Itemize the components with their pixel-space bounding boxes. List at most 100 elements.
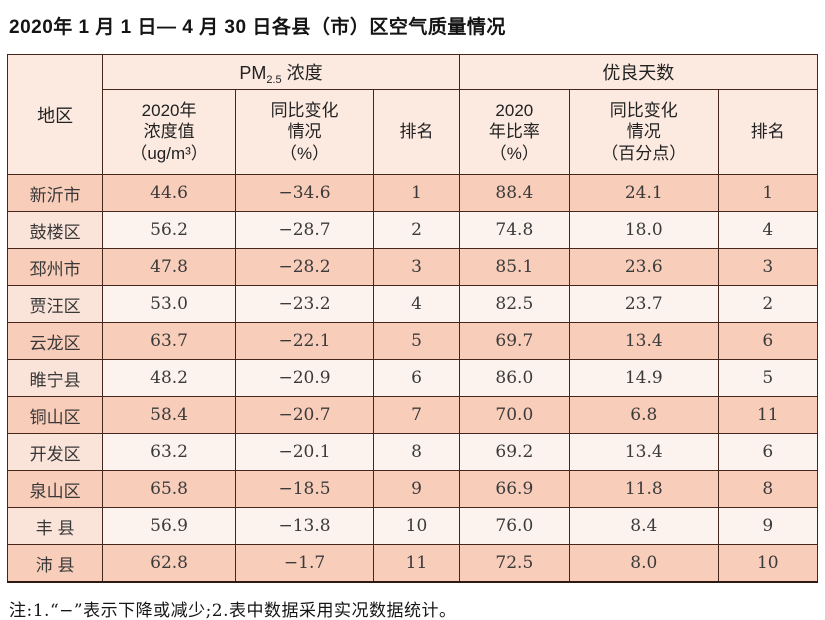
- pm-change-cell: −1.7: [234, 544, 375, 583]
- days-rank-cell: 3: [717, 248, 819, 286]
- pm-value-cell: 56.9: [102, 507, 236, 545]
- days-change-cell: 23.7: [569, 285, 719, 323]
- pm-change-header: 同比变化 情况 （%）: [234, 89, 375, 175]
- days-rank-cell: 10: [717, 544, 819, 583]
- region-cell: 鼓楼区: [6, 211, 104, 249]
- table-header: 地区 PM2.5 浓度 优良天数 2020年 浓度值 （ug/m³） 同比变化 …: [6, 54, 819, 175]
- pm-change-cell: −22.1: [234, 322, 375, 360]
- days-rate-cell: 86.0: [458, 359, 571, 397]
- pm-change-cell: −28.2: [234, 248, 375, 286]
- air-quality-table: 地区 PM2.5 浓度 优良天数 2020年 浓度值 （ug/m³） 同比变化 …: [6, 54, 819, 583]
- pm-rank-cell: 10: [373, 507, 460, 545]
- days-rank-cell: 9: [717, 507, 819, 545]
- days-rate-header: 2020 年比率 （%）: [458, 89, 571, 175]
- region-cell: 开发区: [6, 433, 104, 471]
- pm25-group-header: PM2.5 浓度: [102, 54, 460, 90]
- pm-value-cell: 53.0: [102, 285, 236, 323]
- days-rate-cell: 85.1: [458, 248, 571, 286]
- pm-change-cell: −20.7: [234, 396, 375, 434]
- days-rate-cell: 82.5: [458, 285, 571, 323]
- days-rank-cell: 5: [717, 359, 819, 397]
- table-row: 邳州市 47.8 −28.2 3 85.1 23.6 3: [6, 248, 819, 286]
- table-body: 新沂市 44.6 −34.6 1 88.4 24.1 1 鼓楼区 56.2 −2…: [6, 174, 819, 583]
- pm-rank-cell: 7: [373, 396, 460, 434]
- days-change-cell: 13.4: [569, 433, 719, 471]
- pm-rank-cell: 3: [373, 248, 460, 286]
- pm-change-cell: −20.1: [234, 433, 375, 471]
- region-cell: 云龙区: [6, 322, 104, 360]
- days-change-cell: 11.8: [569, 470, 719, 508]
- days-change-cell: 18.0: [569, 211, 719, 249]
- table-row: 泉山区 65.8 −18.5 9 66.9 11.8 8: [6, 470, 819, 508]
- group-header-row: 地区 PM2.5 浓度 优良天数: [6, 54, 819, 175]
- days-change-cell: 6.8: [569, 396, 719, 434]
- days-change-cell: 13.4: [569, 322, 719, 360]
- days-change-cell: 8.4: [569, 507, 719, 545]
- days-rate-cell: 72.5: [458, 544, 571, 583]
- pm-value-header: 2020年 浓度值 （ug/m³）: [102, 89, 236, 175]
- days-rate-cell: 69.7: [458, 322, 571, 360]
- days-change-header: 同比变化 情况 （百分点）: [569, 89, 719, 175]
- days-change-cell: 14.9: [569, 359, 719, 397]
- pm-rank-cell: 8: [373, 433, 460, 471]
- pm-rank-cell: 5: [373, 322, 460, 360]
- region-column-header: 地区: [6, 54, 104, 175]
- good-days-group-header: 优良天数: [458, 54, 819, 90]
- days-change-cell: 24.1: [569, 174, 719, 212]
- days-rate-cell: 70.0: [458, 396, 571, 434]
- pm-value-cell: 63.2: [102, 433, 236, 471]
- pm-change-cell: −18.5: [234, 470, 375, 508]
- pm-change-cell: −34.6: [234, 174, 375, 212]
- pm-value-cell: 48.2: [102, 359, 236, 397]
- region-cell: 睢宁县: [6, 359, 104, 397]
- pm-change-cell: −28.7: [234, 211, 375, 249]
- days-rank-cell: 1: [717, 174, 819, 212]
- table-row: 开发区 63.2 −20.1 8 69.2 13.4 6: [6, 433, 819, 471]
- table-row: 云龙区 63.7 −22.1 5 69.7 13.4 6: [6, 322, 819, 360]
- table-row: 睢宁县 48.2 −20.9 6 86.0 14.9 5: [6, 359, 819, 397]
- days-change-cell: 8.0: [569, 544, 719, 583]
- pm-rank-header: 排名: [373, 89, 460, 175]
- table-row: 贾汪区 53.0 −23.2 4 82.5 23.7 2: [6, 285, 819, 323]
- pm-value-cell: 65.8: [102, 470, 236, 508]
- days-rate-cell: 66.9: [458, 470, 571, 508]
- pm-value-cell: 47.8: [102, 248, 236, 286]
- days-rank-cell: 6: [717, 322, 819, 360]
- days-rate-cell: 74.8: [458, 211, 571, 249]
- page-title: 2020年 1 月 1 日— 4 月 30 日各县（市）区空气质量情况: [9, 17, 506, 38]
- footnote: 注:1.“−”表示下降或减少;2.表中数据采用实况数据统计。: [9, 601, 457, 620]
- pm-label-subscript: 2.5: [266, 73, 282, 86]
- region-cell: 新沂市: [6, 174, 104, 212]
- pm-rank-cell: 6: [373, 359, 460, 397]
- table-row: 丰 县 56.9 −13.8 10 76.0 8.4 9: [6, 507, 819, 545]
- pm-value-cell: 62.8: [102, 544, 236, 583]
- days-rank-cell: 2: [717, 285, 819, 323]
- pm-change-cell: −23.2: [234, 285, 375, 323]
- table-row: 新沂市 44.6 −34.6 1 88.4 24.1 1: [6, 174, 819, 212]
- pm-label-suffix: 浓度: [281, 62, 323, 83]
- table-row: 鼓楼区 56.2 −28.7 2 74.8 18.0 4: [6, 211, 819, 249]
- days-rank-header: 排名: [717, 89, 819, 175]
- pm-value-cell: 56.2: [102, 211, 236, 249]
- region-cell: 贾汪区: [6, 285, 104, 323]
- pm-change-cell: −13.8: [234, 507, 375, 545]
- days-rank-cell: 8: [717, 470, 819, 508]
- days-rank-cell: 6: [717, 433, 819, 471]
- table-row: 沛 县 62.8 −1.7 11 72.5 8.0 10: [6, 544, 819, 583]
- pm-value-cell: 63.7: [102, 322, 236, 360]
- pm-rank-cell: 11: [373, 544, 460, 583]
- pm-value-cell: 58.4: [102, 396, 236, 434]
- region-cell: 邳州市: [6, 248, 104, 286]
- region-cell: 沛 县: [6, 544, 104, 583]
- days-rank-cell: 11: [717, 396, 819, 434]
- pm-rank-cell: 1: [373, 174, 460, 212]
- region-cell: 丰 县: [6, 507, 104, 545]
- region-cell: 泉山区: [6, 470, 104, 508]
- days-rate-cell: 88.4: [458, 174, 571, 212]
- days-rate-cell: 69.2: [458, 433, 571, 471]
- pm-rank-cell: 4: [373, 285, 460, 323]
- table-row: 铜山区 58.4 −20.7 7 70.0 6.8 11: [6, 396, 819, 434]
- pm-rank-cell: 2: [373, 211, 460, 249]
- pm-rank-cell: 9: [373, 470, 460, 508]
